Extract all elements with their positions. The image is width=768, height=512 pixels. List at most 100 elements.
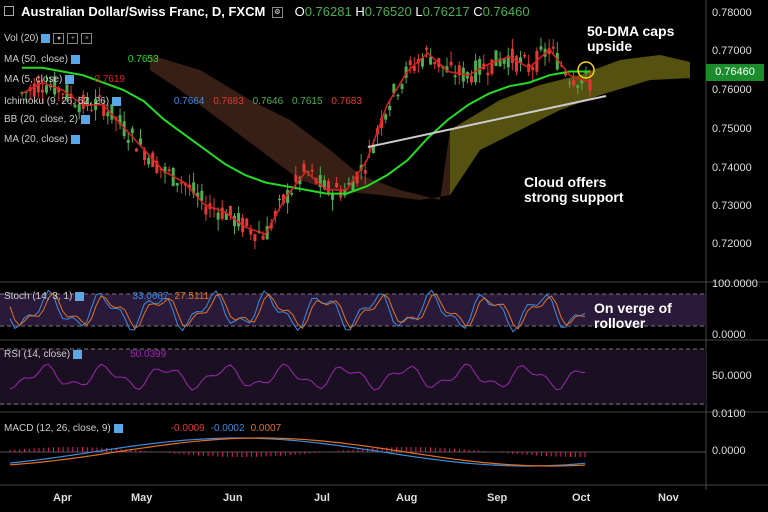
candle-body [45, 85, 49, 93]
candle-body [449, 61, 453, 66]
price-tick: 0.72000 [712, 238, 752, 250]
gear-icon [73, 349, 83, 359]
price-tick: 0.76000 [712, 84, 752, 96]
candle-body [519, 57, 523, 63]
candle-body [147, 157, 151, 165]
candle-body [290, 192, 294, 195]
ma50-value: 0.7653 [127, 54, 159, 65]
ma50-line [22, 66, 590, 195]
candle-body [355, 171, 359, 184]
candle-body [232, 215, 236, 227]
ma5-indicator[interactable]: MA (5, close) 0.7619 [4, 74, 125, 85]
stoch-tick: 0.0000 [712, 329, 746, 341]
chart-title: Australian Dollar/Swiss Franc, D, FXCM [21, 4, 266, 19]
candle-body [363, 170, 367, 174]
candle-body [143, 150, 147, 161]
bb-indicator[interactable]: BB (20, close, 2) [4, 114, 90, 125]
ma5-line [21, 48, 591, 236]
candle-body [175, 183, 179, 186]
gear-icon [112, 96, 122, 106]
candle-body [179, 182, 183, 184]
candle-body [412, 66, 416, 71]
high-value: 0.76520 [364, 4, 412, 19]
candle-body [486, 72, 490, 76]
candle-body [433, 61, 437, 65]
add-icon: + [67, 33, 79, 44]
candle-body [265, 226, 269, 240]
candle-body [490, 59, 494, 74]
macd-line [9, 437, 586, 467]
candle-body [130, 128, 134, 134]
candle-body [155, 160, 159, 173]
candle-body [588, 79, 592, 91]
ichimoku-indicator[interactable]: Ichimoku (9, 26, 52, 26) 0.7664 0.7683 0… [4, 96, 362, 107]
gear-icon [75, 291, 85, 301]
price-tick: 0.73000 [712, 200, 752, 212]
candle-body [318, 175, 322, 188]
candle-body [568, 82, 572, 84]
candle-body [523, 54, 527, 57]
candle-body [322, 180, 326, 190]
trendline [367, 95, 607, 148]
candle-body [331, 193, 335, 200]
candle-body [445, 66, 449, 73]
stoch-d-line [9, 292, 586, 330]
candle-body [469, 76, 473, 83]
candle-body [429, 56, 433, 65]
candle-body [269, 222, 273, 229]
gear-icon [70, 134, 80, 144]
collapse-icon[interactable] [4, 6, 14, 16]
candle-body [563, 72, 567, 76]
candle-body [494, 50, 498, 66]
candle-body [343, 189, 347, 196]
annotation-cloud: Cloud offers strong support [524, 174, 624, 205]
candle-body [286, 189, 290, 204]
ma50-indicator[interactable]: MA (50, close) 0.7653 [4, 54, 159, 65]
candle-body [514, 56, 518, 72]
gear-icon [65, 74, 75, 84]
candle-body [510, 48, 514, 63]
macd-tick: 0.0100 [712, 408, 746, 420]
x-tick: Sep [487, 492, 508, 504]
candle-body [98, 95, 102, 97]
candle-body [32, 83, 36, 97]
candle-body [220, 207, 224, 219]
candle-body [118, 115, 122, 125]
rsi-tick: 50.0000 [712, 370, 752, 382]
candle-body [188, 184, 192, 189]
candle-body [228, 205, 232, 216]
candle-body [396, 94, 400, 97]
settings-icon[interactable]: ⚙ [271, 7, 283, 19]
candle-body [204, 206, 208, 215]
candle-body [302, 163, 306, 172]
macd-legend[interactable]: MACD (12, 26, close, 9) -0.0009 -0.0002 0.0… [4, 423, 282, 434]
candle-body [139, 138, 143, 145]
vol-indicator[interactable]: Vol (20) ● + × [4, 33, 93, 44]
candle-body [282, 194, 286, 204]
rsi-legend[interactable]: RSI (14, close) 50.0399 [4, 349, 167, 360]
candle-body [351, 180, 355, 192]
candle-body [547, 48, 551, 55]
candle-body [224, 212, 228, 220]
candle-body [478, 59, 482, 75]
stoch-legend[interactable]: Stoch (14, 3, 1) 33.0667 27.5111 [4, 291, 210, 302]
candle-body [261, 235, 265, 240]
candle-body [53, 76, 57, 95]
gear-icon [113, 423, 123, 433]
highlight-circle [577, 61, 595, 79]
open-value: 0.76281 [304, 4, 352, 19]
candle-body [134, 148, 138, 152]
candle-body [408, 60, 412, 66]
candle-body [380, 117, 384, 128]
candle-body [81, 94, 85, 109]
macd-tick: 0.0000 [712, 445, 746, 457]
candle-body [572, 80, 576, 86]
candle-body [245, 218, 249, 226]
candle-body [555, 52, 559, 70]
stoch-k-line [9, 289, 586, 333]
candle-body [77, 104, 81, 113]
ma20-indicator[interactable]: MA (20, close) [4, 134, 80, 145]
gear-icon [41, 34, 51, 43]
candle-body [384, 114, 388, 120]
